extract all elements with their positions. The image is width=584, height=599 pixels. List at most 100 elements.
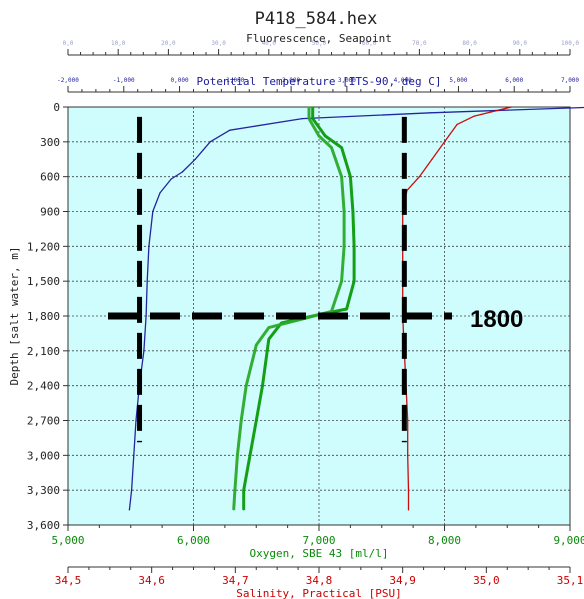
salinity-tick-label: 34,8 [306, 574, 333, 587]
series-point-oxygen-2 [318, 135, 320, 137]
y-tick-label: 1,200 [27, 240, 60, 253]
series-point-oxygen-1 [255, 419, 257, 422]
temperature-tick-label: 5,000 [449, 77, 467, 84]
series-point-oxygen-2 [240, 419, 242, 422]
y-tick-label: 300 [40, 136, 60, 149]
salinity-tick-label: 34,7 [222, 574, 249, 587]
series-point-oxygen-2 [255, 344, 257, 346]
series-point-oxygen-1 [312, 118, 314, 120]
annotation-label: 1800 [470, 306, 523, 333]
series-point-temperature-0 [209, 141, 211, 143]
series-point-oxygen-1 [249, 454, 251, 456]
oxygen-tick-label: 5,000 [51, 534, 84, 547]
series-point-temperature-0 [148, 245, 150, 247]
series-point-temperature-0 [181, 171, 183, 173]
series-point-oxygen-2 [268, 327, 270, 329]
series-point-oxygen-2 [340, 176, 343, 178]
series-point-salinity-3 [407, 419, 409, 422]
temperature-tick-label: 4,000 [394, 77, 412, 84]
series-point-temperature-0 [229, 129, 231, 131]
series-point-temperature-0 [170, 178, 172, 180]
chart-title: P418_584.hex [255, 9, 378, 29]
series-point-salinity-3 [473, 115, 475, 117]
series-point-oxygen-1 [268, 338, 270, 340]
series-point-temperature-0 [159, 192, 161, 194]
fluorescence-tick-label: 100,0 [561, 40, 579, 47]
series-point-oxygen-1 [243, 509, 245, 511]
series-point-salinity-3 [407, 509, 410, 511]
series-point-oxygen-2 [330, 147, 333, 149]
series-point-oxygen-1 [324, 135, 326, 137]
series-point-oxygen-1 [312, 106, 314, 108]
oxygen-axis-label: Oxygen, SBE 43 [ml/l] [249, 547, 388, 560]
series-point-temperature-0 [301, 118, 303, 120]
fluorescence-tick-label: 80,0 [462, 40, 477, 47]
series-point-temperature-0 [145, 315, 147, 317]
temperature-tick-label: -1,000 [113, 77, 135, 84]
series-point-oxygen-1 [340, 147, 343, 149]
series-point-oxygen-2 [308, 118, 310, 120]
series-point-temperature-0 [429, 112, 432, 114]
series-point-oxygen-2 [245, 385, 247, 387]
y-tick-label: 1,500 [27, 275, 60, 288]
salinity-tick-label: 35,0 [473, 574, 500, 587]
series-point-oxygen-1 [352, 210, 354, 213]
y-tick-label: 2,700 [27, 415, 60, 428]
fluorescence-tick-label: 0,0 [63, 40, 74, 47]
series-point-oxygen-1 [346, 308, 348, 310]
series-point-oxygen-2 [236, 454, 239, 456]
y-tick-label: 900 [40, 206, 60, 219]
y-tick-label: 2,100 [27, 345, 60, 358]
temperature-tick-label: 7,000 [561, 77, 579, 84]
series-point-salinity-3 [510, 106, 513, 108]
fluorescence-tick-label: 70,0 [412, 40, 427, 47]
series-point-temperature-0 [194, 158, 196, 160]
series-point-salinity-3 [448, 135, 450, 137]
y-tick-label: 600 [40, 171, 60, 184]
series-point-oxygen-2 [330, 310, 333, 312]
series-point-temperature-0 [133, 454, 135, 456]
fluorescence-tick-label: 40,0 [262, 40, 277, 47]
temperature-tick-label: 2,000 [282, 77, 300, 84]
oxygen-tick-label: 9,000 [553, 534, 584, 547]
series-point-oxygen-1 [243, 489, 245, 491]
temperature-tick-label: -2,000 [57, 77, 79, 84]
salinity-tick-label: 34,6 [138, 574, 165, 587]
series-point-temperature-0 [128, 509, 130, 511]
salinity-axis-label: Salinity, Practical [PSU] [236, 587, 402, 599]
y-axis-label: Depth [salt water, m] [8, 246, 21, 385]
series-point-oxygen-1 [353, 245, 355, 247]
fluorescence-tick-label: 10,0 [111, 40, 126, 47]
series-point-oxygen-1 [349, 176, 351, 178]
salinity-tick-label: 34,9 [389, 574, 416, 587]
temperature-axis-label: Potential Temperature [ITS-90, deg C] [196, 75, 441, 88]
y-tick-label: 0 [53, 101, 60, 114]
oxygen-tick-label: 6,000 [177, 534, 210, 547]
temperature-tick-label: 6,000 [505, 77, 523, 84]
series-point-salinity-3 [418, 176, 420, 178]
series-point-salinity-3 [407, 489, 410, 491]
series-point-oxygen-2 [234, 489, 236, 491]
temperature-tick-label: 3,000 [338, 77, 356, 84]
series-point-oxygen-2 [343, 210, 345, 213]
series-point-oxygen-2 [343, 245, 345, 247]
fluorescence-tick-label: 20,0 [161, 40, 176, 47]
series-point-oxygen-2 [308, 106, 310, 108]
fluorescence-tick-label: 50,0 [312, 40, 327, 47]
oxygen-tick-label: 8,000 [428, 534, 461, 547]
y-tick-label: 3,300 [27, 484, 60, 497]
series-point-oxygen-2 [340, 280, 343, 282]
series-point-salinity-3 [456, 123, 458, 126]
series-point-temperature-0 [143, 350, 145, 352]
y-tick-label: 3,600 [27, 519, 60, 532]
series-point-oxygen-1 [261, 385, 264, 387]
y-tick-label: 2,400 [27, 380, 60, 393]
y-tick-label: 1,800 [27, 310, 60, 323]
salinity-tick-label: 34,5 [55, 574, 82, 587]
series-point-oxygen-1 [353, 280, 355, 282]
fluorescence-axis-label: Fluorescence, Seapoint [246, 32, 392, 45]
series-point-temperature-0 [135, 419, 137, 422]
fluorescence-tick-label: 60,0 [362, 40, 377, 47]
series-point-temperature-0 [130, 489, 133, 491]
